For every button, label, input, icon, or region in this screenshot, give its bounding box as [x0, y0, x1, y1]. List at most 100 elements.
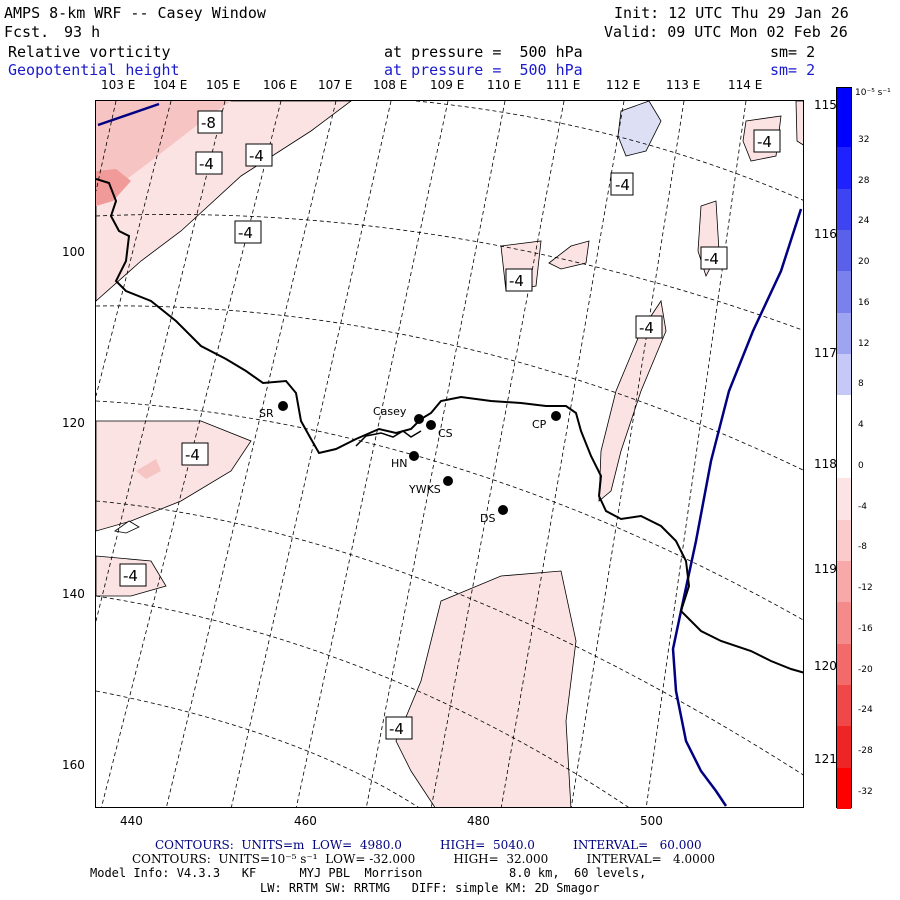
x-tick-label: 500: [640, 814, 663, 828]
svg-text:-4: -4: [757, 133, 772, 151]
svg-text:HN: HN: [391, 457, 408, 470]
init-time: Init: 12 UTC Thu 29 Jan 26: [614, 4, 849, 22]
field2-name: Geopotential height: [8, 61, 180, 79]
map-panel[interactable]: -8 -4 -4 -4 -4 -4 -4 -4 -4 -4 -4 -4 Case…: [95, 100, 804, 808]
colorbar-cell: [837, 147, 851, 190]
height-contour: [97, 102, 160, 127]
field1-name: Relative vorticity: [8, 43, 171, 61]
shading-region: [113, 520, 140, 534]
x-tick-label: 440: [120, 814, 143, 828]
model-title: AMPS 8-km WRF -- Casey Window: [4, 4, 266, 22]
station-ds[interactable]: DS: [480, 505, 508, 525]
colorbar-tick-label: -32: [858, 786, 873, 797]
colorbar-tick-label: -8: [858, 542, 867, 553]
shading-region: [617, 101, 662, 157]
colorbar-tick-label: 16: [858, 297, 870, 308]
colorbar-tick-label: -16: [858, 623, 873, 634]
colorbar-cell: [837, 767, 851, 810]
lon-label: 113 E: [666, 78, 701, 92]
colorbar-cell: [837, 643, 851, 686]
contour-label: -4: [234, 220, 262, 244]
shading-region: [136, 459, 161, 479]
contour-label: -4: [195, 151, 223, 175]
contour-label: -4: [635, 315, 663, 339]
station-ywks[interactable]: YWKS: [408, 476, 453, 496]
svg-text:SR: SR: [259, 407, 274, 420]
colorbar-cell: [837, 519, 851, 562]
svg-text:-4: -4: [704, 250, 719, 268]
lon-label: 111 E: [546, 78, 581, 92]
colorbar-cell: [837, 230, 851, 272]
x-tick-label: 480: [467, 814, 490, 828]
lon-label: 109 E: [430, 78, 465, 92]
lon-label: 107 E: [318, 78, 353, 92]
svg-text:-4: -4: [389, 720, 404, 738]
colorbar-tick-label: 32: [858, 135, 870, 145]
station-casey[interactable]: Casey: [373, 405, 424, 424]
contour-label: -4: [181, 442, 209, 466]
svg-text:YWKS: YWKS: [408, 483, 441, 496]
colorbar-cell: [837, 478, 851, 521]
colorbar-tick-label: 28: [858, 175, 870, 186]
colorbar-cell: [837, 395, 851, 438]
model-info: Model Info: V4.3.3 KF MYJ PBL Morrison 8…: [90, 866, 647, 880]
colorbar-cell: [837, 271, 851, 314]
y-tick-label: 160: [62, 758, 85, 772]
vorticity-colorbar: [836, 87, 852, 810]
colorbar-tick-label: 12: [858, 338, 870, 349]
lon-label: 110 E: [487, 78, 522, 92]
forecast-hours: 93 h: [64, 23, 101, 41]
height-contour-info: CONTOURS: UNITS=m LOW= 4980.0 HIGH= 5040…: [155, 838, 702, 852]
contour-label: -4: [505, 268, 533, 292]
colorbar-tick-label: 24: [858, 216, 870, 227]
height-contour: [671, 208, 803, 807]
contour-labels: -8 -4 -4 -4 -4 -4 -4 -4 -4 -4 -4 -4: [119, 110, 781, 740]
vorticity-contour-info: CONTOURS: UNITS=10⁻⁵ s⁻¹ LOW= -32.000 HI…: [132, 852, 716, 866]
shading-region: [395, 570, 577, 807]
colorbar-cell: [837, 88, 851, 106]
colorbar-tick-label: 8: [858, 379, 864, 390]
field2-pressure: at pressure = 500 hPa: [384, 61, 583, 79]
colorbar-tick-label: -24: [858, 705, 873, 716]
lon-label: 106 E: [263, 78, 298, 92]
svg-text:-4: -4: [509, 272, 524, 290]
svg-text:CP: CP: [532, 418, 547, 431]
station-sr[interactable]: SR: [259, 401, 288, 420]
contour-label: -4: [119, 563, 147, 587]
contour-label: -8: [197, 110, 223, 134]
colorbar-cell: [837, 106, 851, 148]
shading-region: [96, 169, 131, 206]
svg-text:-4: -4: [199, 155, 214, 173]
contour-label: -4: [610, 172, 634, 196]
model-info-2: LW: RRTM SW: RRTMG DIFF: simple KM: 2D S…: [260, 881, 600, 895]
colorbar-tick-label: -28: [858, 745, 873, 756]
svg-text:CS: CS: [438, 427, 453, 440]
colorbar-tick-label: -20: [858, 664, 873, 675]
station-cp[interactable]: CP: [532, 411, 561, 431]
y-tick-label: 140: [62, 587, 85, 601]
shading-region: [548, 240, 590, 270]
lon-label: 108 E: [373, 78, 408, 92]
forecast-label: Fcst.: [4, 23, 50, 41]
svg-text:-4: -4: [123, 567, 138, 585]
station-hn[interactable]: HN: [391, 451, 419, 470]
field2-smoothing: sm= 2: [770, 61, 816, 79]
station-cs[interactable]: CS: [426, 420, 453, 440]
colorbar-cell: [837, 188, 851, 231]
field1-smoothing: sm= 2: [770, 43, 816, 61]
lon-label: 103 E: [101, 78, 136, 92]
svg-text:-8: -8: [201, 114, 216, 132]
stations: Casey CS SR HN YWKS DS CP: [259, 401, 561, 525]
coastline: [355, 430, 422, 447]
shading-region: [96, 101, 231, 201]
map-canvas: -8 -4 -4 -4 -4 -4 -4 -4 -4 -4 -4 -4 Case…: [96, 101, 803, 807]
svg-text:-4: -4: [238, 224, 253, 242]
colorbar-cell: [837, 312, 851, 355]
contour-label: -4: [385, 716, 413, 740]
valid-time: Valid: 09 UTC Mon 02 Feb 26: [604, 23, 848, 41]
shading-region: [795, 101, 803, 146]
lon-label: 112 E: [606, 78, 641, 92]
svg-text:-4: -4: [249, 147, 264, 165]
svg-text:Casey: Casey: [373, 405, 407, 418]
field1-pressure: at pressure = 500 hPa: [384, 43, 583, 61]
